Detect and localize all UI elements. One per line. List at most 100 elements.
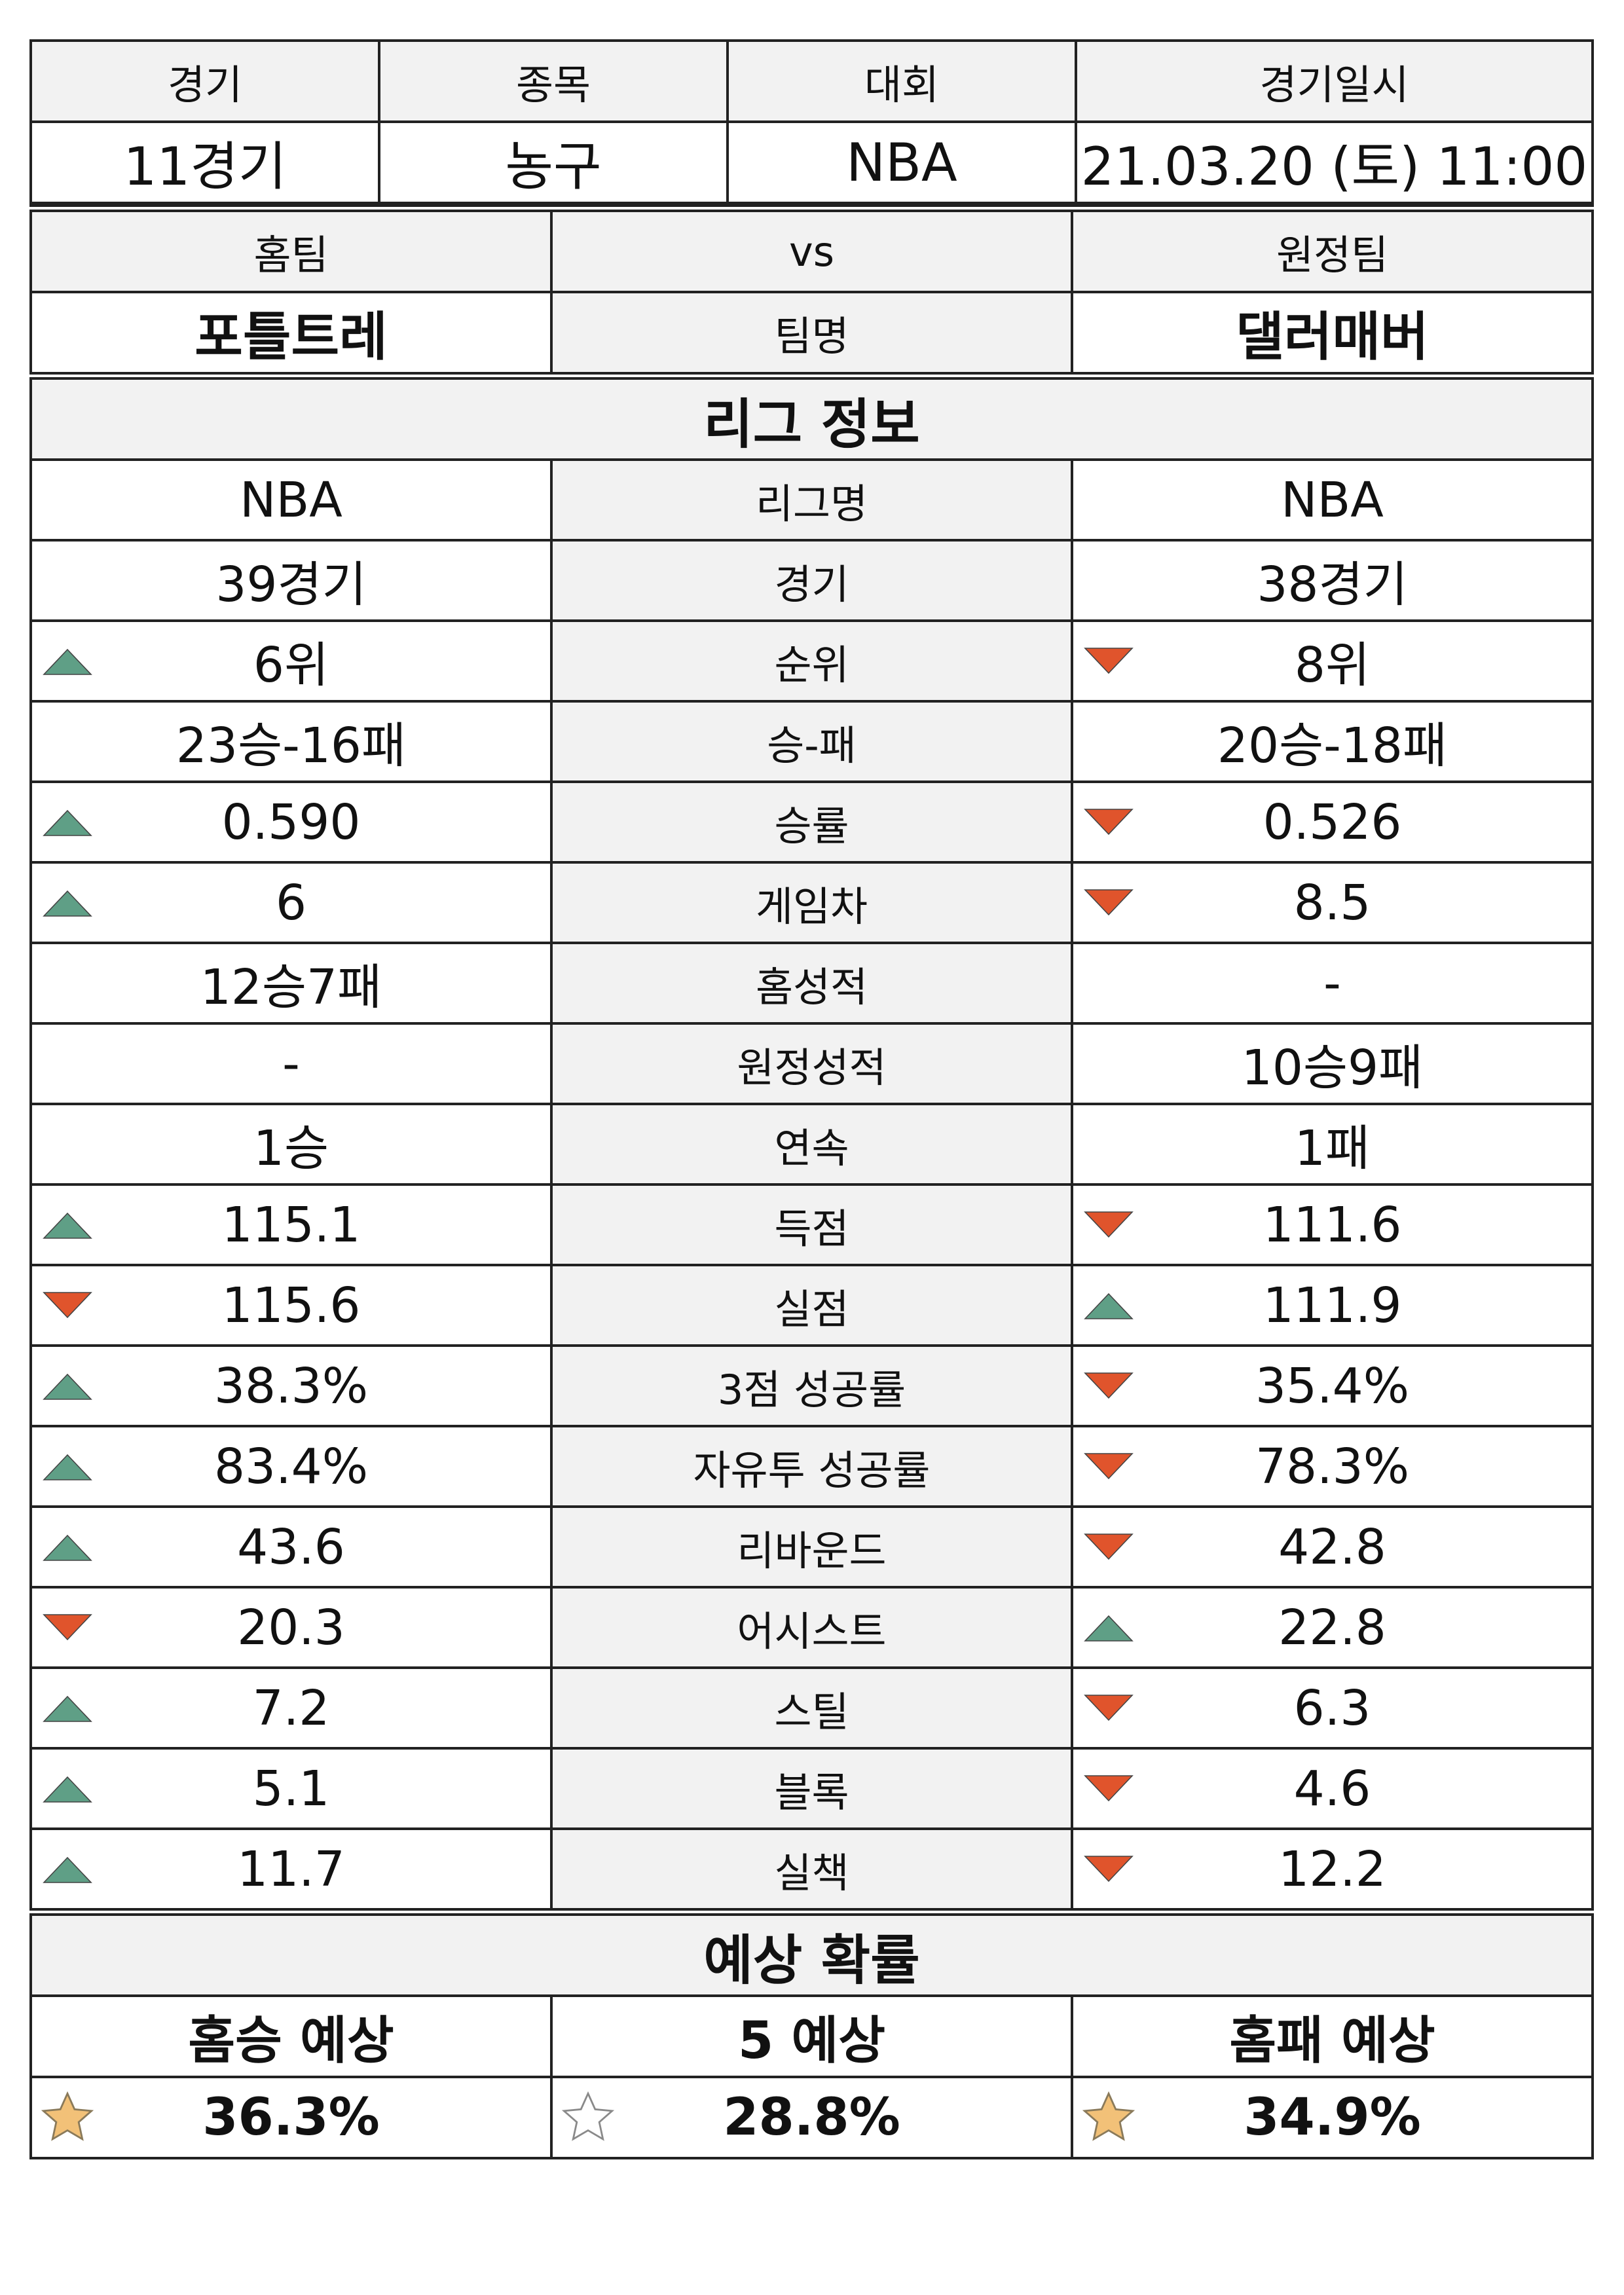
star-icon xyxy=(41,2091,94,2141)
triangle-up-icon xyxy=(43,648,92,675)
home-stat-value: 20.3 xyxy=(237,1599,345,1656)
home-stat-cell: 23승-16패 xyxy=(29,700,553,783)
away-stat-cell: - xyxy=(1071,942,1594,1025)
triangle-up-icon xyxy=(43,1212,92,1239)
league-section-title: 리그 정보 xyxy=(29,372,1594,461)
away-stat-cell: 8위 xyxy=(1071,619,1594,703)
stat-label: 3점 성공률 xyxy=(550,1344,1073,1427)
match-sheet: 경기 종목 대회 경기일시 11경기 농구 NBA 21.03.20 (토) 1… xyxy=(29,39,1594,2159)
stat-row: 0.590 승률 0.526 xyxy=(29,780,1594,864)
prediction-value-row: 36.3% 28.8% 34.9% xyxy=(29,2076,1594,2159)
stat-label: 홈성적 xyxy=(550,942,1073,1025)
home-stat-cell: 38.3% xyxy=(29,1344,553,1427)
triangle-down-icon xyxy=(1084,1533,1134,1560)
triangle-up-icon xyxy=(43,1695,92,1722)
home-stat-value: 23승-16패 xyxy=(175,718,407,774)
home-stat-value: 38.3% xyxy=(213,1357,369,1414)
home-stat-cell: 6위 xyxy=(29,619,553,703)
triangle-down-icon xyxy=(43,1613,92,1640)
stat-label: 자유투 성공률 xyxy=(550,1425,1073,1508)
home-team-label: 홈팀 xyxy=(29,204,553,293)
stat-label: 순위 xyxy=(550,619,1073,703)
home-stat-value: 7.2 xyxy=(252,1680,330,1736)
home-stat-value: 83.4% xyxy=(213,1438,369,1495)
home-stat-value: NBA xyxy=(240,471,342,528)
stats-table: 홈팀 vs 원정팀 포틀트레 팀명 댈러매버 리그 정보 NBA 리그명 NBA 39… xyxy=(29,204,1594,2159)
prediction-section-row: 예상 확률 xyxy=(29,1908,1594,1997)
home-stat-cell: 83.4% xyxy=(29,1425,553,1508)
triangle-down-icon xyxy=(1084,1452,1134,1479)
home-stat-value: 1승 xyxy=(253,1120,329,1177)
triangle-up-icon xyxy=(1084,1293,1134,1319)
stat-label: 득점 xyxy=(550,1183,1073,1266)
stat-label: 경기 xyxy=(550,539,1073,622)
away-stat-cell: 8.5 xyxy=(1071,861,1594,944)
stat-row: 39경기 경기 38경기 xyxy=(29,539,1594,622)
home-stat-value: 6위 xyxy=(253,637,329,693)
match-header-league: 대회 xyxy=(726,39,1077,123)
stat-row: 6 게임차 8.5 xyxy=(29,861,1594,944)
triangle-up-icon xyxy=(43,1856,92,1883)
triangle-up-icon xyxy=(43,1776,92,1803)
triangle-up-icon xyxy=(43,890,92,917)
away-team-name: 댈러매버 xyxy=(1071,291,1594,377)
draw-prediction-cell: 28.8% xyxy=(550,2076,1073,2159)
home-stat-cell: - xyxy=(29,1022,553,1105)
away-stat-cell: 78.3% xyxy=(1071,1425,1594,1508)
triangle-down-icon xyxy=(1084,647,1134,674)
away-team-label: 원정팀 xyxy=(1071,204,1594,293)
match-league: NBA xyxy=(726,120,1077,204)
triangle-up-icon xyxy=(43,1373,92,1400)
stat-label: 승-패 xyxy=(550,700,1073,783)
home-stat-cell: 43.6 xyxy=(29,1505,553,1588)
triangle-down-icon xyxy=(1084,808,1134,835)
home-stat-value: 39경기 xyxy=(215,557,367,613)
away-stat-cell: 0.526 xyxy=(1071,780,1594,864)
home-stat-cell: 115.6 xyxy=(29,1264,553,1347)
stat-row: 1승 연속 1패 xyxy=(29,1103,1594,1186)
stat-label: 연속 xyxy=(550,1103,1073,1186)
home-stat-cell: 11.7 xyxy=(29,1827,553,1913)
away-stat-value: 12.2 xyxy=(1278,1841,1386,1898)
triangle-down-icon xyxy=(1084,1855,1134,1882)
team-label-row: 홈팀 vs 원정팀 xyxy=(29,204,1594,293)
match-sport: 농구 xyxy=(378,120,729,204)
stat-label: 실점 xyxy=(550,1264,1073,1347)
team-name-label: 팀명 xyxy=(550,291,1073,377)
home-stat-cell: 7.2 xyxy=(29,1666,553,1750)
away-stat-value: 22.8 xyxy=(1278,1599,1386,1656)
match-header-datetime: 경기일시 xyxy=(1075,39,1594,123)
stat-row: 12승7패 홈성적 - xyxy=(29,942,1594,1025)
team-name-row: 포틀트레 팀명 댈러매버 xyxy=(29,291,1594,377)
triangle-down-icon xyxy=(1084,1372,1134,1399)
home-stat-cell: 6 xyxy=(29,861,553,944)
prediction-header-row: 홈승 예상 5 예상 홈패 예상 xyxy=(29,1994,1594,2078)
draw-prediction-label: 5 예상 xyxy=(550,1994,1073,2078)
home-loss-prediction-cell: 34.9% xyxy=(1071,2076,1594,2159)
stat-row: 7.2 스틸 6.3 xyxy=(29,1666,1594,1750)
home-stat-cell: 20.3 xyxy=(29,1586,553,1669)
stat-row: 115.1 득점 111.6 xyxy=(29,1183,1594,1266)
match-info-table: 경기 종목 대회 경기일시 11경기 농구 NBA 21.03.20 (토) 1… xyxy=(29,39,1594,204)
stat-row: - 원정성적 10승9패 xyxy=(29,1022,1594,1105)
match-header-game: 경기 xyxy=(29,39,380,123)
home-stat-value: 0.590 xyxy=(221,794,361,851)
stats-body: NBA 리그명 NBA 39경기 경기 38경기 6위 순위 8위 23승-16패 승-패 20승-1… xyxy=(29,458,1594,1913)
star-icon xyxy=(1082,2091,1135,2141)
home-stat-value: - xyxy=(282,1035,300,1092)
triangle-down-icon xyxy=(1084,889,1134,915)
away-stat-cell: 22.8 xyxy=(1071,1586,1594,1669)
match-info-value-row: 11경기 농구 NBA 21.03.20 (토) 11:00 xyxy=(29,120,1594,204)
away-stat-cell: 35.4% xyxy=(1071,1344,1594,1427)
stat-label: 승률 xyxy=(550,780,1073,864)
stat-row: 6위 순위 8위 xyxy=(29,619,1594,703)
home-stat-cell: 1승 xyxy=(29,1103,553,1186)
stat-row: 23승-16패 승-패 20승-18패 xyxy=(29,700,1594,783)
star-icon xyxy=(561,2091,615,2141)
home-stat-cell: 115.1 xyxy=(29,1183,553,1266)
away-stat-cell: 20승-18패 xyxy=(1071,700,1594,783)
away-stat-cell: 4.6 xyxy=(1071,1747,1594,1830)
home-loss-prediction-label: 홈패 예상 xyxy=(1071,1994,1594,2078)
home-stat-cell: 39경기 xyxy=(29,539,553,622)
away-stat-value: NBA xyxy=(1281,471,1384,528)
